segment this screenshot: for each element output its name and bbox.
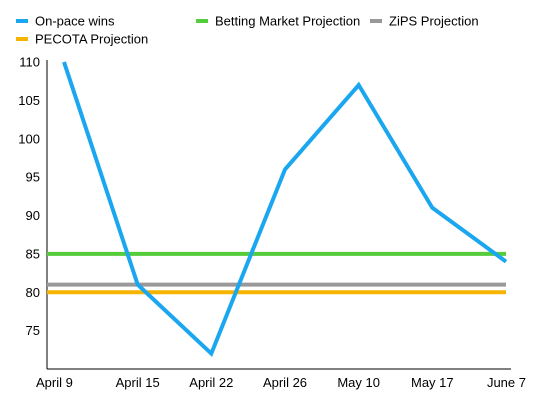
y-tick-label: 100 (18, 131, 40, 146)
series-lines (47, 61, 508, 358)
legend-label: Betting Market Projection (215, 14, 360, 29)
x-tick-label: April 9 (36, 375, 73, 390)
x-tick-label: May 10 (337, 375, 380, 390)
legend: On-pace wins Betting Market Projection ZiP… (16, 14, 479, 47)
y-tick-label: 85 (26, 246, 40, 261)
y-axis: 75 80 85 90 95 100 105 110 (18, 55, 48, 369)
x-axis: April 9 April 15 April 22 April 26 May 10 May… (36, 368, 526, 390)
y-tick-label: 80 (26, 285, 40, 300)
legend-item-pecota-projection: PECOTA Projection (16, 32, 148, 47)
x-tick-label: May 17 (411, 375, 454, 390)
series-line-on-pace-wins (62, 61, 508, 358)
legend-label: On-pace wins (35, 14, 115, 29)
y-tick-label: 110 (19, 55, 40, 70)
legend-label: ZiPS Projection (389, 14, 479, 29)
x-tick-label: April 22 (189, 375, 233, 390)
y-tick-label: 75 (26, 323, 40, 338)
x-tick-label: June 7 (487, 375, 526, 390)
legend-item-on-pace-wins: On-pace wins (16, 14, 115, 29)
legend-item-zips-projection: ZiPS Projection (370, 14, 479, 29)
y-tick-label: 105 (18, 93, 40, 108)
legend-label: PECOTA Projection (35, 32, 148, 47)
y-tick-label: 90 (26, 208, 40, 223)
legend-item-betting-market-projection: Betting Market Projection (196, 14, 360, 29)
x-tick-label: April 15 (116, 375, 160, 390)
y-tick-label: 95 (26, 170, 40, 185)
x-tick-label: April 26 (263, 375, 307, 390)
